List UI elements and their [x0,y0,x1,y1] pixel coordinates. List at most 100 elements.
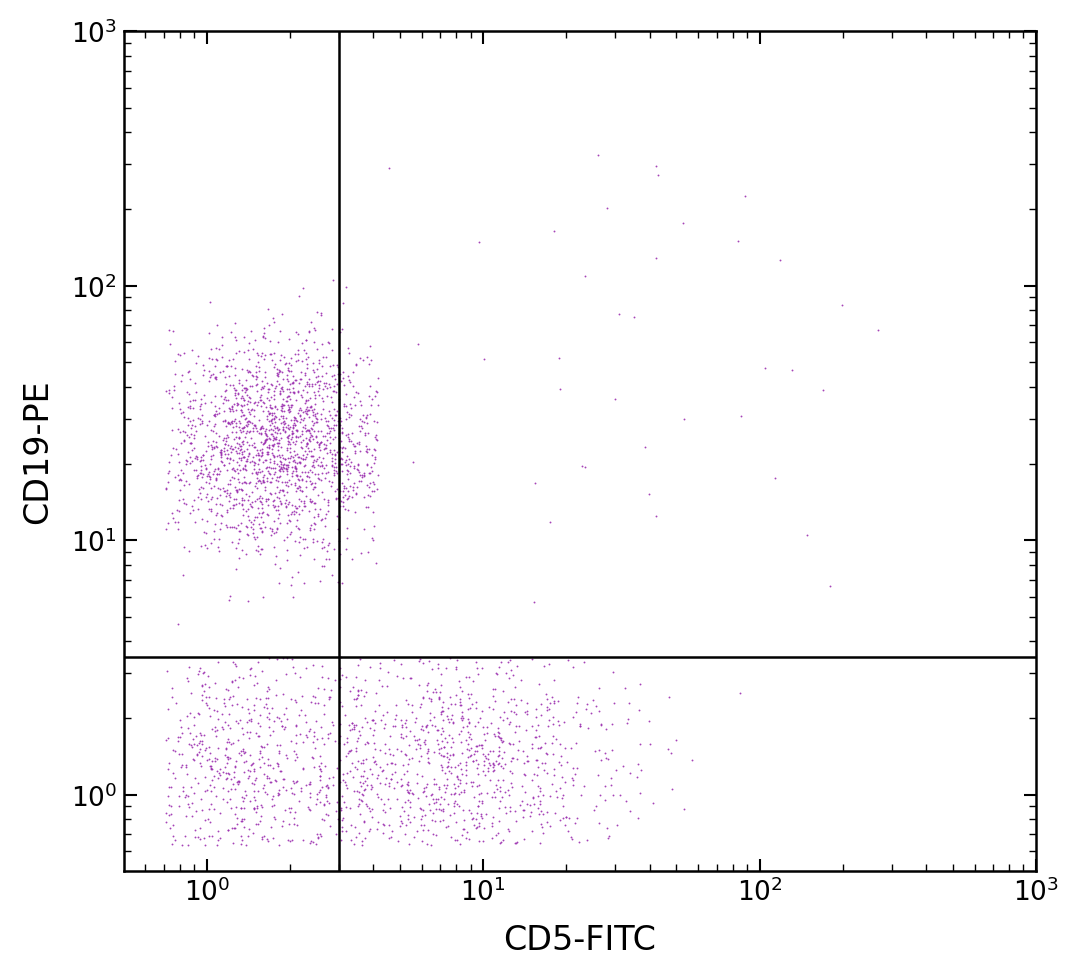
Point [494,789,511,805]
Point [339,427,356,443]
Point [406,732,423,747]
Point [183,795,200,811]
Point [287,458,305,474]
Point [230,777,247,792]
Point [287,774,305,789]
Point [193,512,211,528]
Point [216,442,233,457]
Point [262,414,280,430]
Point [207,508,225,524]
Point [629,769,646,785]
Point [305,734,322,749]
Point [299,465,316,481]
Point [265,422,282,438]
Point [345,459,362,475]
Point [202,492,219,508]
Point [538,804,555,820]
Point [212,829,229,845]
Point [244,379,261,395]
Point [270,743,287,759]
Point [531,797,549,813]
Point [497,784,514,799]
Point [229,472,246,488]
Point [541,701,558,717]
Point [675,412,692,428]
Point [321,359,338,374]
Point [327,827,345,842]
Point [262,528,280,543]
Point [274,483,292,498]
Point [369,468,387,484]
Point [444,746,461,762]
Point [463,812,481,828]
Point [332,695,349,710]
Point [446,780,463,795]
Point [179,411,197,427]
Point [240,352,257,367]
Point [187,823,204,838]
Point [298,407,315,423]
Point [418,777,435,792]
Point [307,406,324,422]
Point [160,386,177,402]
Point [297,660,314,676]
Point [214,706,231,722]
Point [287,412,305,428]
Point [233,378,251,394]
Point [342,408,360,424]
Point [293,781,310,796]
Point [296,404,313,420]
Point [376,737,393,752]
Point [265,433,282,448]
Point [287,434,305,449]
Point [174,746,191,762]
Point [252,425,269,441]
Point [247,368,265,384]
Point [259,833,276,849]
Point [282,441,299,456]
Point [349,683,366,699]
Point [233,490,251,506]
Point [293,472,310,488]
Point [271,575,288,591]
Point [256,785,273,800]
Point [248,538,266,554]
Point [414,803,431,819]
Point [470,778,487,793]
Point [266,437,283,452]
Point [202,760,219,776]
Point [159,516,176,531]
Point [455,802,472,818]
Point [526,595,543,611]
Point [258,831,275,847]
Point [251,452,268,468]
Point [237,461,254,477]
Point [415,735,432,750]
Point [767,471,784,487]
Point [266,406,283,422]
Point [350,723,367,739]
Point [563,741,580,756]
Point [341,801,359,817]
Point [270,432,287,447]
Point [237,753,254,769]
Point [433,703,450,719]
Point [534,756,551,772]
Point [203,440,220,455]
Point [428,828,445,843]
Point [332,374,349,390]
Point [213,497,230,513]
Point [315,539,333,555]
Point [476,768,494,784]
Point [429,736,446,751]
Point [355,689,373,704]
Point [663,745,680,761]
Point [332,800,349,816]
Point [477,750,495,766]
Point [295,832,312,848]
Point [267,811,284,827]
Point [550,694,567,709]
Point [495,772,512,787]
Point [212,389,229,404]
Point [273,398,291,413]
